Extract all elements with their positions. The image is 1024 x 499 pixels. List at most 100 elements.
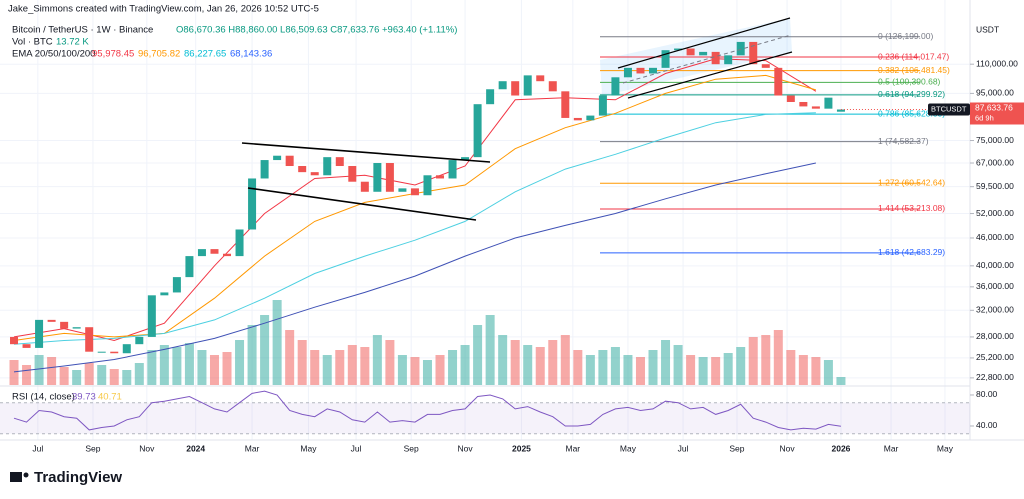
x-tick-label: Jul [32, 443, 43, 453]
credit: Jake_Simmons created with TradingView.co… [8, 4, 319, 15]
volume-bar [410, 357, 420, 385]
x-tick-label: Mar [566, 443, 581, 453]
volume-bar [322, 355, 332, 385]
volume-bar [397, 355, 407, 385]
candle-body [185, 256, 194, 278]
candle-body [511, 81, 520, 96]
candle-body [548, 81, 557, 92]
candle-body [636, 67, 645, 74]
volume-bar [22, 365, 32, 385]
volume-bar [122, 370, 132, 385]
rsi-value: 39.73 [72, 392, 96, 403]
volume-bar [610, 347, 620, 385]
candle-body [97, 351, 106, 353]
ohlc: O86,670.36 H88,860.00 L86,509.63 C87,633… [176, 25, 457, 36]
candle-body [122, 344, 131, 354]
symbol: Bitcoin / TetherUS · 1W · Binance [12, 25, 153, 36]
candle-body [523, 75, 532, 96]
candle-body [147, 295, 156, 337]
volume-bar [623, 355, 633, 385]
volume-bar [673, 345, 683, 385]
candle-body [273, 155, 282, 161]
x-tick-label: Jul [351, 443, 362, 453]
candle-body [72, 327, 81, 329]
candle-body [711, 51, 720, 65]
x-tick-label: Nov [458, 443, 474, 453]
volume-bar [560, 335, 570, 385]
x-tick-label: Jul [678, 443, 689, 453]
candle-body [674, 48, 683, 51]
candle-body [85, 327, 94, 352]
y-tick-label: 110,000.00 [976, 58, 1018, 68]
rsi-label: RSI (14, close) [12, 392, 75, 403]
volume-bar [798, 355, 808, 385]
candle-body [160, 292, 169, 296]
volume-bar [109, 369, 119, 385]
volume-bar [485, 315, 495, 385]
volume-bar [134, 363, 144, 385]
rsi-ma-value: 40.71 [98, 392, 122, 403]
candle-body [811, 106, 820, 109]
logo-text: TradingView [34, 469, 122, 486]
fib-label: 1.272 (60,542.64) [878, 177, 945, 187]
volume-bar [209, 355, 219, 385]
volume [9, 300, 846, 385]
volume-bar [598, 350, 608, 385]
candle-body [661, 50, 670, 68]
candle-body [310, 172, 319, 176]
candle-body [573, 117, 582, 121]
y-tick-label: 67,000.00 [976, 157, 1014, 167]
logo: TradingView [10, 469, 122, 486]
y-tick-label: 32,000.00 [976, 305, 1014, 315]
volume-bar [510, 340, 520, 385]
volume-bar [435, 355, 445, 385]
x-tick-label: 2024 [186, 443, 205, 453]
x-tick-label: Sep [85, 443, 100, 453]
volume-bar [460, 345, 470, 385]
volume-bar [285, 330, 295, 385]
ema-value: 68,143.36 [230, 49, 272, 60]
candle-body [699, 51, 708, 56]
volume-bar [535, 347, 545, 385]
trend-line [241, 142, 491, 163]
candle-body [649, 67, 658, 74]
candle-body [473, 104, 482, 158]
y-tick-label: 25,200.00 [976, 352, 1014, 362]
volume-bar [686, 355, 696, 385]
x-tick-label: May [300, 443, 317, 453]
candle-body [110, 351, 119, 354]
fib-label: 0.236 (114,017.47) [878, 51, 949, 61]
x-tick-label: Nov [780, 443, 796, 453]
candle-body [248, 178, 257, 230]
volume-bar [836, 377, 846, 385]
fib-label: 0.786 (85,628.53) [878, 108, 945, 118]
candle-body [486, 89, 495, 105]
y-tick-label: 40,000.00 [976, 260, 1014, 270]
channel-line [627, 51, 793, 99]
volume-bar [585, 355, 595, 385]
volume-bar [823, 360, 833, 385]
candle-body [623, 67, 632, 78]
volume-bar [184, 343, 194, 385]
channel-mid [622, 34, 792, 84]
x-tick-label: 2025 [512, 443, 531, 453]
candle-body [448, 160, 457, 179]
volume-bar [235, 340, 245, 385]
candle-body [799, 101, 808, 107]
candle-body [10, 336, 19, 345]
y-tick-label: 95,000.00 [976, 88, 1014, 98]
volume-bar [736, 347, 746, 385]
rsi-line [13, 390, 841, 431]
logo-icon [23, 472, 29, 478]
candle-body [536, 75, 545, 82]
volume-bar [473, 325, 483, 385]
ema-value: 96,705.82 [138, 49, 180, 60]
candle-body [135, 336, 144, 345]
volume-bar [335, 350, 345, 385]
volume-bar [272, 300, 282, 385]
axes: 110,000.00 95,000.00 75,000.00 67,000.00 59,… [0, 58, 1024, 453]
y-tick-label: 59,500.00 [976, 181, 1014, 191]
volume-bar [422, 360, 432, 385]
vol-value: 13.72 K [56, 37, 89, 48]
